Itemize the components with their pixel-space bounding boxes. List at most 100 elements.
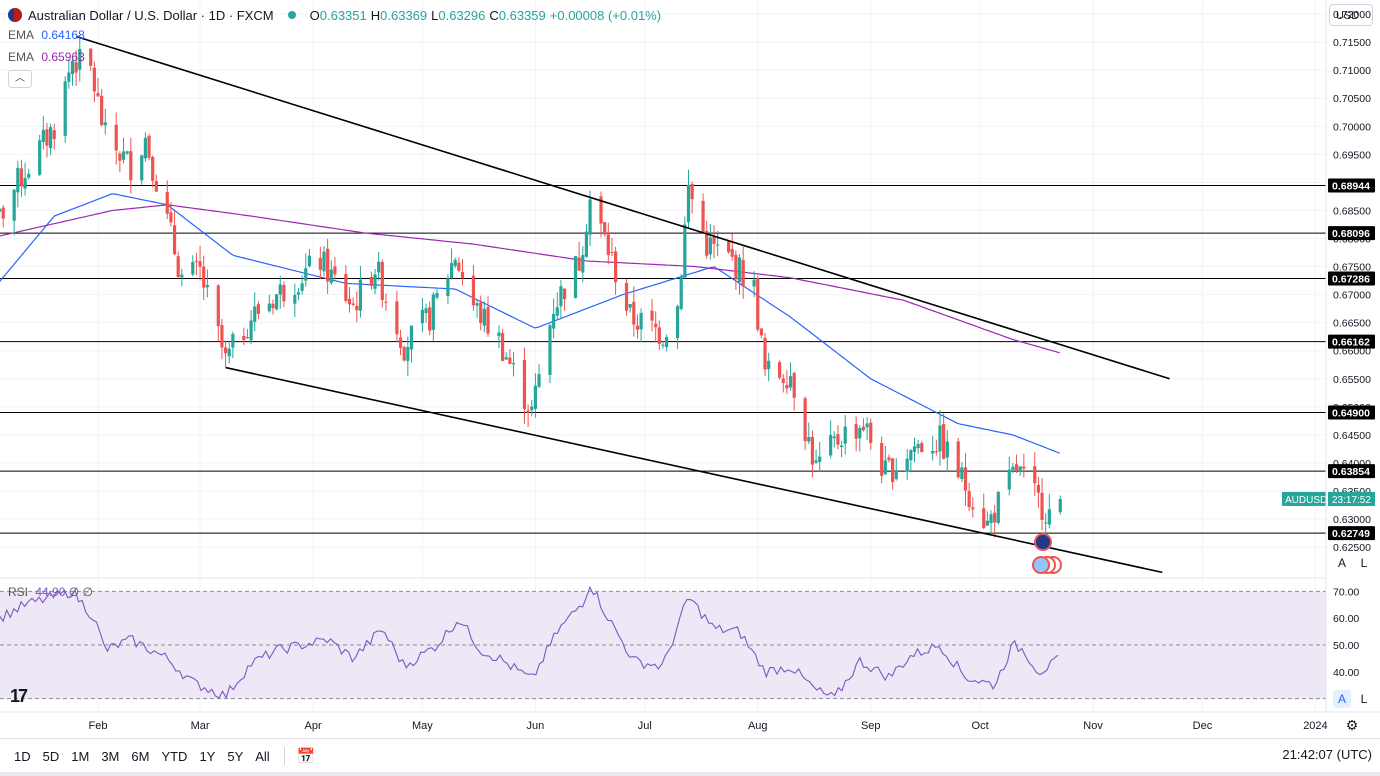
candle-body [661,344,665,346]
candle-body [45,129,49,146]
candle-body [712,237,716,245]
candle-body [428,307,432,331]
price-tick-label: 0.62500 [1333,542,1371,554]
candle-body [1040,492,1044,520]
level-price-tag [1328,464,1375,479]
level-price-tag [1328,526,1375,541]
timeframe-3m[interactable]: 3M [101,748,120,764]
timeframe-5y[interactable]: 5Y [227,748,244,764]
month-tick-label: Apr [304,720,321,732]
candle-body [41,129,45,143]
candle-body [1022,466,1026,469]
channel-trendline [225,366,1163,574]
month-tick-label: Dec [1193,720,1213,732]
candle-body [511,363,516,365]
candle-body [993,512,997,523]
rsi-legend[interactable]: RSI 44.90 ∅ ∅ [8,585,93,599]
month-tick-label: Feb [89,720,108,732]
level-price-label: 0.66162 [1332,337,1370,349]
price-tick-label: 0.67500 [1333,262,1371,274]
candle-body [632,301,636,325]
candle-body [227,348,231,357]
candle-body [530,406,534,411]
candle-body [737,257,742,282]
candle-body [147,135,151,158]
rsi-auto-scale-button[interactable]: A [1333,690,1351,708]
symbol-header: Australian Dollar / U.S. Dollar · 1D · F… [8,4,665,26]
candle-body [854,424,858,439]
high-label: H [370,7,381,23]
candle-body [508,357,512,364]
price-tick-label: 0.69500 [1333,149,1371,161]
candle-body [945,441,949,458]
candle-body [807,436,811,442]
currency-selector[interactable]: USD [1329,4,1373,26]
utc-clock[interactable]: 21:42:07 (UTC) [1282,747,1372,762]
log-scale-button[interactable]: L [1360,556,1368,570]
candle-body [606,234,610,256]
price-tick-label: 0.71500 [1333,37,1371,49]
candle-body [205,285,209,288]
chart-canvas[interactable]: 0.72000 0.71500 0.71000 0.70500 0.70000 0.695… [0,0,1380,738]
timeframe-6m[interactable]: 6M [131,748,150,764]
rsi-line [0,585,1059,700]
candle-body [202,266,206,288]
candle-body [103,122,107,126]
candle-body [588,199,592,235]
symbol-title[interactable]: Australian Dollar / U.S. Dollar · 1D · F… [28,7,274,23]
candle-body [180,274,184,278]
candle-body [231,333,235,348]
level-price-tag [1328,405,1375,420]
candle-body [176,256,180,278]
timeframe-1m[interactable]: 1M [71,748,90,764]
candle-body [781,378,785,384]
timeframe-5d[interactable]: 5D [42,748,60,764]
bottom-toolbar: 1D 5D 1M 3M 6M YTD 1Y 5Y All 📅 [0,738,1380,773]
candle-body [522,359,527,410]
candle-body [198,261,202,267]
ema-slow-value: 0.65963 [41,50,85,64]
candle-body [1018,466,1022,472]
candle-body [533,385,537,409]
auto-scale-button[interactable]: A [1337,556,1346,570]
candle-body [577,257,581,271]
candle-body [504,357,508,360]
candle-body [752,279,756,287]
tradingview-logo[interactable]: 17 [10,686,28,706]
ema-fast-legend[interactable]: EMA 0.64168 [8,28,85,42]
candle-body [599,196,603,224]
candle-body [457,262,461,271]
level-price-label: 0.68096 [1332,228,1370,240]
timeframe-all[interactable]: All [255,748,270,764]
rsi-tick-label: 60.00 [1333,613,1359,625]
month-tick-label: Aug [748,720,768,732]
candle-body [453,259,457,266]
candle-body [242,336,246,341]
timeframe-1d[interactable]: 1D [14,748,31,764]
candle-body [497,332,501,337]
candle-body [293,295,297,304]
candle-body [934,451,938,453]
timeframe-ytd[interactable]: YTD [161,748,188,764]
candle-body [1058,498,1062,513]
candle-body [318,258,322,270]
rsi-log-scale-button[interactable]: L [1360,692,1368,706]
timeframe-1y[interactable]: 1Y [199,748,216,764]
collapse-legend-button[interactable]: ︿ [8,70,32,88]
candle-body [486,307,490,334]
candle-body [613,251,618,283]
candle-body [326,248,330,282]
candle-body [1047,509,1051,525]
candle-body [639,312,643,330]
candle-body [373,274,377,289]
date-range-calendar-icon[interactable]: 📅 [296,748,316,765]
ema-slow-legend[interactable]: EMA 0.65963 [8,50,85,64]
candle-body [843,426,847,444]
candle-body [1011,466,1015,470]
candle-body [1014,464,1019,471]
settings-gear-icon[interactable]: ⚙ [1345,717,1359,733]
candle-body [96,92,100,97]
month-tick-label: Jun [527,720,545,732]
ema-fast-label: EMA [8,28,35,42]
candle-body [52,130,56,139]
